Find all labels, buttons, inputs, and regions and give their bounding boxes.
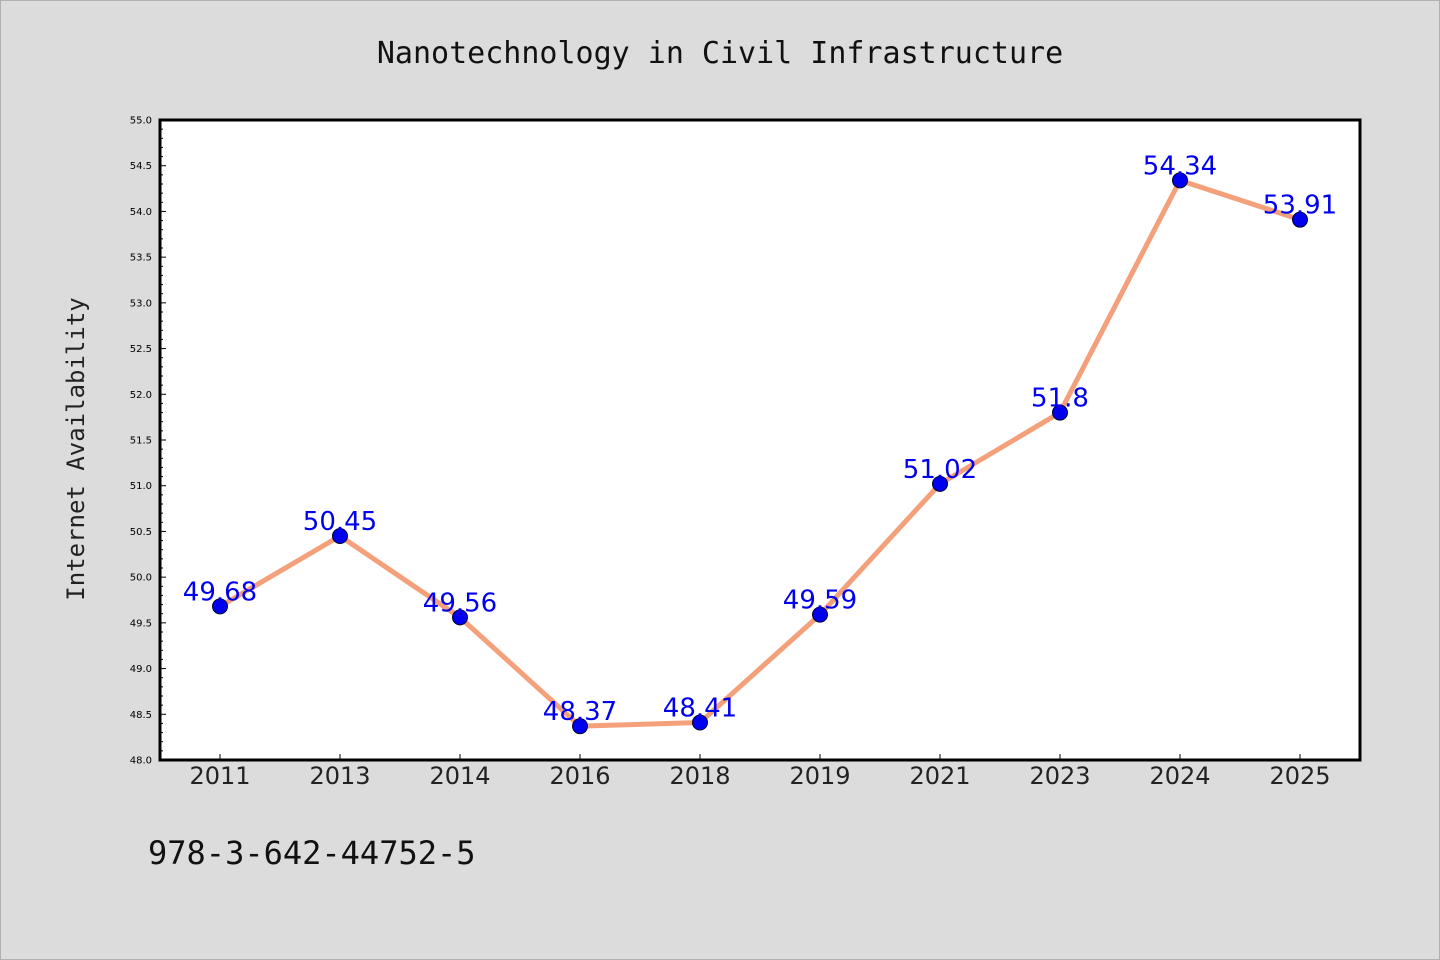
y-tick-label: 52.5 bbox=[130, 344, 152, 355]
data-label: 48.37 bbox=[543, 697, 617, 727]
footer-code: 978-3-642-44752-5 bbox=[148, 834, 476, 872]
data-point bbox=[1052, 404, 1068, 421]
x-tick-label: 2025 bbox=[1269, 762, 1330, 790]
x-tick-label: 2013 bbox=[309, 762, 370, 790]
data-point bbox=[332, 528, 348, 544]
data-label: 53.91 bbox=[1263, 191, 1337, 221]
data-point bbox=[572, 718, 588, 735]
y-tick-label: 53.5 bbox=[130, 253, 152, 264]
x-tick-label: 2024 bbox=[1149, 762, 1210, 790]
x-axis-ticks: 2011 2013 2014 2016 2018 2019 2021 2023 2024 2025 bbox=[189, 754, 1331, 790]
y-tick-label: 50.0 bbox=[130, 573, 152, 584]
plot-area bbox=[158, 118, 1362, 762]
data-point bbox=[212, 598, 228, 615]
y-tick-label: 48.5 bbox=[130, 710, 152, 721]
y-tick-label: 55.0 bbox=[130, 116, 152, 127]
y-axis-ticks: 48.0 48.5 49.0 49.5 50.0 50.5 51.0 51.5 52.0 52.5… bbox=[130, 116, 166, 767]
x-tick-label: 2016 bbox=[549, 762, 610, 790]
y-tick-label: 51.0 bbox=[130, 481, 152, 492]
series-line bbox=[217, 177, 1303, 729]
data-label: 49.59 bbox=[783, 586, 857, 616]
y-tick-label: 49.5 bbox=[130, 618, 152, 629]
x-tick-label: 2019 bbox=[789, 762, 850, 790]
y-tick-label: 54.5 bbox=[130, 161, 152, 172]
y-tick-label: 50.5 bbox=[130, 527, 152, 538]
data-point bbox=[692, 714, 708, 731]
x-tick-label: 2014 bbox=[429, 762, 490, 790]
data-label: 49.68 bbox=[183, 577, 257, 607]
x-tick-label: 2018 bbox=[669, 762, 730, 790]
data-label: 48.41 bbox=[663, 694, 737, 724]
data-point bbox=[812, 606, 828, 623]
data-label: 51.02 bbox=[903, 455, 977, 485]
data-point bbox=[1172, 172, 1188, 189]
y-tick-label: 48.0 bbox=[130, 756, 152, 767]
y-tick-label: 49.0 bbox=[130, 664, 152, 675]
chart-title: Nanotechnology in Civil Infrastructure bbox=[377, 36, 1063, 71]
series-layer: 49.68 50.45 49.56 48.37 48.41 49.59 51.02 51.8 5… bbox=[183, 151, 1337, 735]
y-tick-label: 52.0 bbox=[130, 390, 152, 401]
data-point bbox=[452, 609, 468, 626]
data-label: 50.45 bbox=[303, 507, 377, 537]
y-tick-label: 51.5 bbox=[130, 436, 152, 447]
x-tick-label: 2011 bbox=[189, 762, 250, 790]
data-point bbox=[1292, 211, 1308, 228]
data-label: 51.8 bbox=[1031, 384, 1089, 414]
data-label: 54.34 bbox=[1143, 151, 1217, 181]
x-tick-label: 2023 bbox=[1029, 762, 1090, 790]
x-tick-label: 2021 bbox=[909, 762, 970, 790]
y-tick-label: 54.0 bbox=[130, 207, 152, 218]
data-point bbox=[932, 475, 948, 492]
y-tick-label: 53.0 bbox=[130, 298, 152, 309]
y-axis-label: Internet Availability bbox=[62, 297, 90, 600]
data-label: 49.56 bbox=[423, 588, 497, 618]
